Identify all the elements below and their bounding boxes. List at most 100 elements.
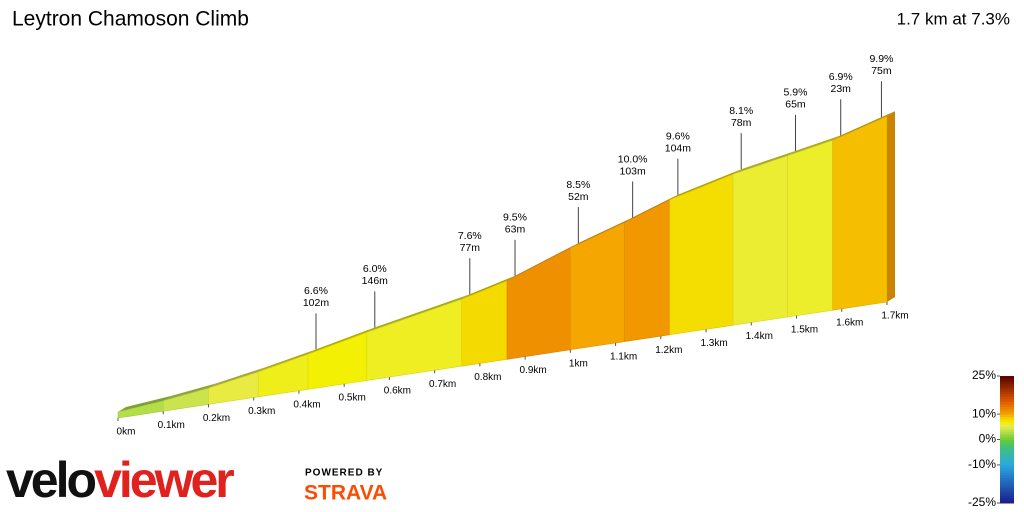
colorbar-segment [1000,429,1014,433]
x-tick-label: 1.3km [700,338,727,349]
colorbar-segment [1000,434,1014,438]
colorbar-segment [1000,406,1014,410]
colorbar-segment [1000,416,1014,420]
annotation-gradient: 9.6% [666,130,690,142]
profile-top [118,395,172,412]
colorbar-segment [1000,472,1014,476]
colorbar-tick-label: -10% [968,457,996,471]
colorbar-segment [1000,452,1014,456]
colorbar-segment [1000,424,1014,428]
x-tick-label: 1.6km [836,317,863,328]
colorbar-segment [1000,442,1014,446]
x-tick-label: 0.1km [158,420,185,431]
profile-top [461,275,516,300]
x-tick-label: 0.7km [429,379,456,390]
colorbar-segment [1000,459,1014,463]
x-tick-label: 1.5km [791,324,818,335]
chart-title: Leytron Chamoson Climb [12,8,249,31]
colorbar-segment [1000,436,1014,440]
colorbar-segment [1000,414,1014,418]
annotation-length: 63m [505,224,526,236]
profile-top [366,294,470,333]
colorbar-segment [1000,431,1014,435]
colorbar-segment [1000,421,1014,425]
x-tick-label: 1km [569,358,588,369]
x-tick-label: 0.2km [203,413,230,424]
colorbar-segment [1000,444,1014,448]
powered-by: POWERED BY [305,468,383,479]
annotation-gradient: 6.0% [363,263,387,275]
profile-slice [257,353,309,398]
strava-logo: STRAVA [304,482,387,505]
colorbar-segment [1000,490,1014,494]
colorbar-segment [1000,480,1014,484]
colorbar-segment [1000,487,1014,491]
colorbar-segment [1000,393,1014,397]
x-tick-label: 0.5km [339,393,366,404]
annotation-gradient: 9.5% [503,212,527,224]
colorbar-segment [1000,454,1014,458]
colorbar-segment [1000,492,1014,496]
profile-top [832,111,895,141]
x-tick-label: 0.9km [520,365,547,376]
x-tick-label: 0.8km [474,372,501,383]
logo-text: veloviewer [6,452,234,508]
annotation-gradient: 6.6% [304,285,328,297]
colorbar-segment [1000,378,1014,382]
profile-slice [366,298,463,381]
annotation-gradient: 10.0% [618,153,648,165]
x-tick-label: 1.2km [655,345,682,356]
annotation-length: 146m [362,275,389,287]
colorbar-segment [1000,477,1014,481]
colorbar-segment [1000,391,1014,395]
annotation-gradient: 5.9% [784,87,808,99]
colorbar-segment [1000,398,1014,402]
profile-slice [208,371,259,405]
profile-top [307,327,375,355]
profile-slice [461,280,508,367]
colorbar-segment [1000,439,1014,443]
colorbar-tick-label: -25% [968,495,996,509]
annotation-length: 78m [731,117,752,129]
profile-top [163,383,217,401]
colorbar-segment [1000,497,1014,501]
colorbar-segment [1000,475,1014,479]
colorbar-segment [1000,388,1014,392]
annotation-length: 77m [460,242,481,254]
profile-top [733,150,796,175]
x-tick-label: 1.7km [881,311,908,322]
colorbar-segment [1000,457,1014,461]
profile-slice [624,199,671,342]
logo-viewer: viewer [94,452,234,508]
colorbar-segment [1000,482,1014,486]
colorbar-segment [1000,485,1014,489]
colorbar-segment [1000,449,1014,453]
colorbar-segment [1000,462,1014,466]
profile-slice [162,387,209,412]
x-tick-label: 0km [117,427,136,438]
colorbar-segment [1000,401,1014,405]
colorbar-segment [1000,403,1014,407]
annotation-length: 23m [830,83,851,95]
x-tick-label: 1.4km [746,331,773,342]
x-tick-label: 0.3km [248,406,275,417]
profile-slice [732,155,788,326]
annotation-length: 52m [568,191,589,203]
colorbar-segment [1000,386,1014,390]
x-tick-label: 0.6km [384,386,411,397]
colorbar-segment [1000,495,1014,499]
annotation-gradient: 9.9% [869,53,893,65]
logo: veloviewer POWERED BY STRAVA [6,452,387,508]
annotation-gradient: 7.6% [458,230,482,242]
annotation-gradient: 6.9% [829,71,853,83]
logo-velo: velo [6,452,96,508]
colorbar-segment [1000,469,1014,474]
colorbar-segment [1000,419,1014,423]
annotation-length: 104m [665,142,692,154]
annotation-length: 102m [303,297,330,309]
colorbar-segment [1000,409,1014,413]
x-tick-label: 0.4km [293,399,320,410]
colorbar-tick-label: 25% [972,368,996,382]
profile [117,111,895,419]
